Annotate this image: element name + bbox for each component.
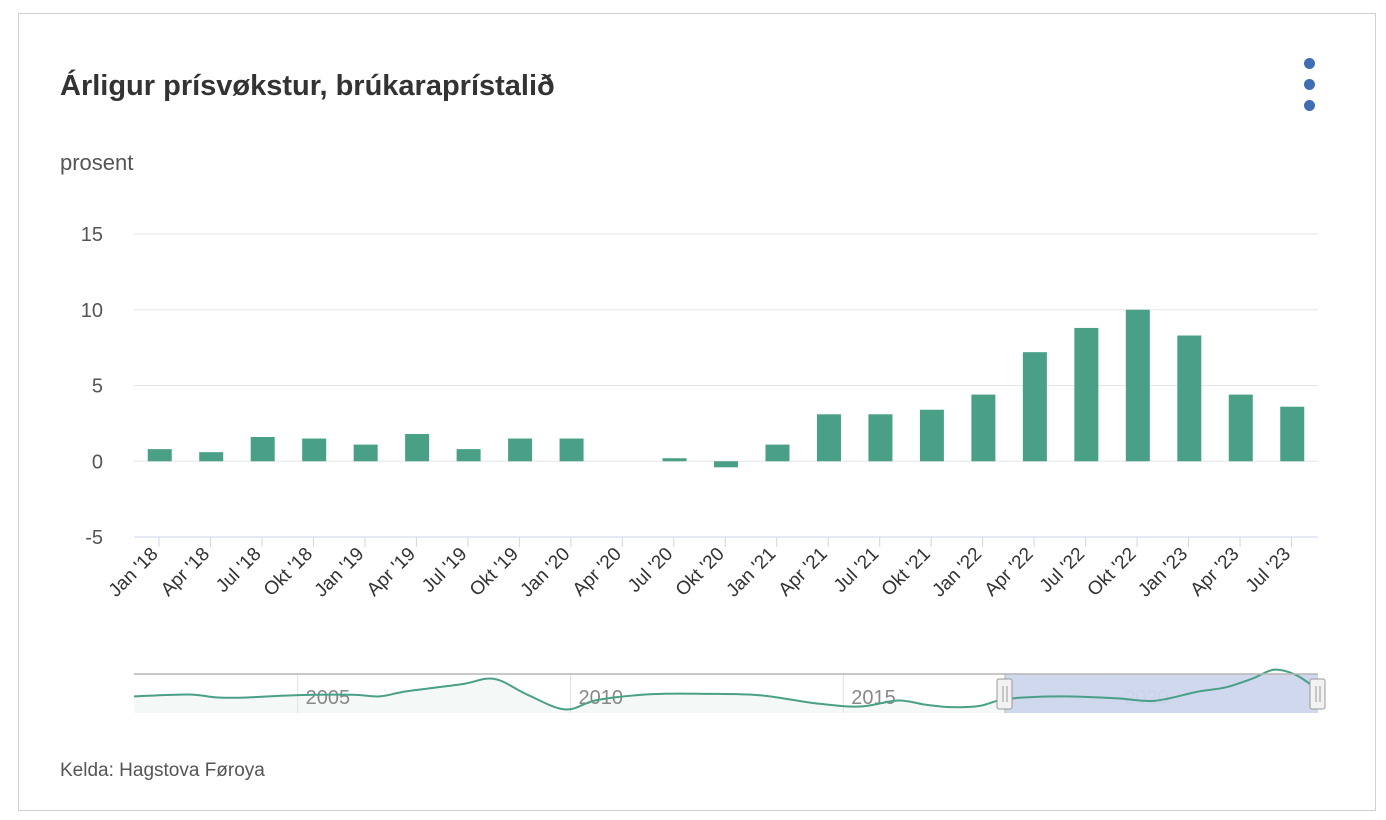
x-tick-label: Jan '23 <box>1134 544 1192 602</box>
chart-title: Árligur prísvøkstur, brúkaraprístalið <box>60 70 555 102</box>
bar <box>1022 352 1047 462</box>
y-axis-ticks: 15 10 5 0 -5 <box>81 224 103 549</box>
x-tick-label: Apr '19 <box>363 544 420 601</box>
source-credit: Kelda: Hagstova Føroya <box>60 760 265 781</box>
navigator-year-label: 2015 <box>851 687 896 709</box>
bar <box>1125 309 1150 462</box>
x-tick-label: Jan '19 <box>311 544 369 602</box>
bars <box>147 309 1305 468</box>
x-tick-label: Jul '21 <box>830 544 883 597</box>
navigator-right-handle[interactable] <box>1309 678 1326 710</box>
y-tick-label: 5 <box>92 376 103 398</box>
bar <box>919 409 944 462</box>
x-tick-label: Apr '20 <box>569 544 626 601</box>
range-navigator[interactable]: 2005201020152020 <box>133 668 1326 713</box>
bar <box>714 461 738 468</box>
y-tick-label: 15 <box>81 224 103 246</box>
bar <box>353 444 378 462</box>
x-tick-label: Okt '21 <box>878 544 935 601</box>
bar <box>559 438 584 462</box>
x-tick-label: Apr '23 <box>1187 544 1244 601</box>
chart-menu-button[interactable] <box>1298 56 1322 116</box>
bar <box>147 449 172 462</box>
x-tick-label: Jul '23 <box>1242 544 1295 597</box>
bar <box>302 438 327 462</box>
bar <box>199 452 224 462</box>
x-tick-label: Jan '21 <box>723 544 781 602</box>
x-tick-label: Jul '18 <box>212 544 265 597</box>
bar <box>971 394 996 462</box>
bar <box>1177 335 1202 462</box>
bar <box>1280 406 1305 462</box>
x-tick-label: Apr '21 <box>775 544 832 601</box>
x-tick-label: Apr '22 <box>981 544 1038 601</box>
navigator-line <box>133 668 1319 711</box>
bar <box>456 449 481 462</box>
x-tick-label: Okt '18 <box>260 544 317 601</box>
navigator-selected-range[interactable] <box>1004 674 1318 713</box>
bar <box>816 414 841 462</box>
y-tick-label: 0 <box>92 451 103 473</box>
x-tick-label: Okt '19 <box>466 544 523 601</box>
y-tick-label: -5 <box>85 527 103 549</box>
y-tick-label: 10 <box>81 300 103 322</box>
handle-grip-icon <box>996 678 1013 710</box>
x-tick-label: Jan '20 <box>517 544 575 602</box>
x-tick-label: Jul '19 <box>418 544 471 597</box>
x-tick-label: Jan '18 <box>105 544 163 602</box>
bar <box>508 438 533 462</box>
bar <box>765 444 790 462</box>
navigator-left-handle[interactable] <box>996 678 1013 710</box>
bar <box>1228 394 1253 462</box>
bar <box>250 437 275 462</box>
navigator-year-label: 2005 <box>306 687 351 709</box>
y-axis-label: prosent <box>60 150 134 175</box>
handle-grip-icon <box>1309 678 1326 710</box>
bar <box>405 433 430 462</box>
x-tick-label: Apr '18 <box>157 544 214 601</box>
x-tick-label: Jul '22 <box>1036 544 1089 597</box>
kebab-menu-icon <box>1304 58 1315 69</box>
kebab-menu-icon-dot <box>1304 79 1315 90</box>
x-tick-label: Jul '20 <box>624 544 677 597</box>
bar <box>1074 327 1099 462</box>
bar <box>662 458 687 462</box>
kebab-menu-icon-dot <box>1304 100 1315 111</box>
bar <box>868 414 893 462</box>
x-tick-label: Okt '20 <box>672 544 729 601</box>
navigator-year-label: 2010 <box>578 687 623 709</box>
x-tick-label: Okt '22 <box>1084 544 1141 601</box>
x-tick-label: Jan '22 <box>928 544 986 602</box>
